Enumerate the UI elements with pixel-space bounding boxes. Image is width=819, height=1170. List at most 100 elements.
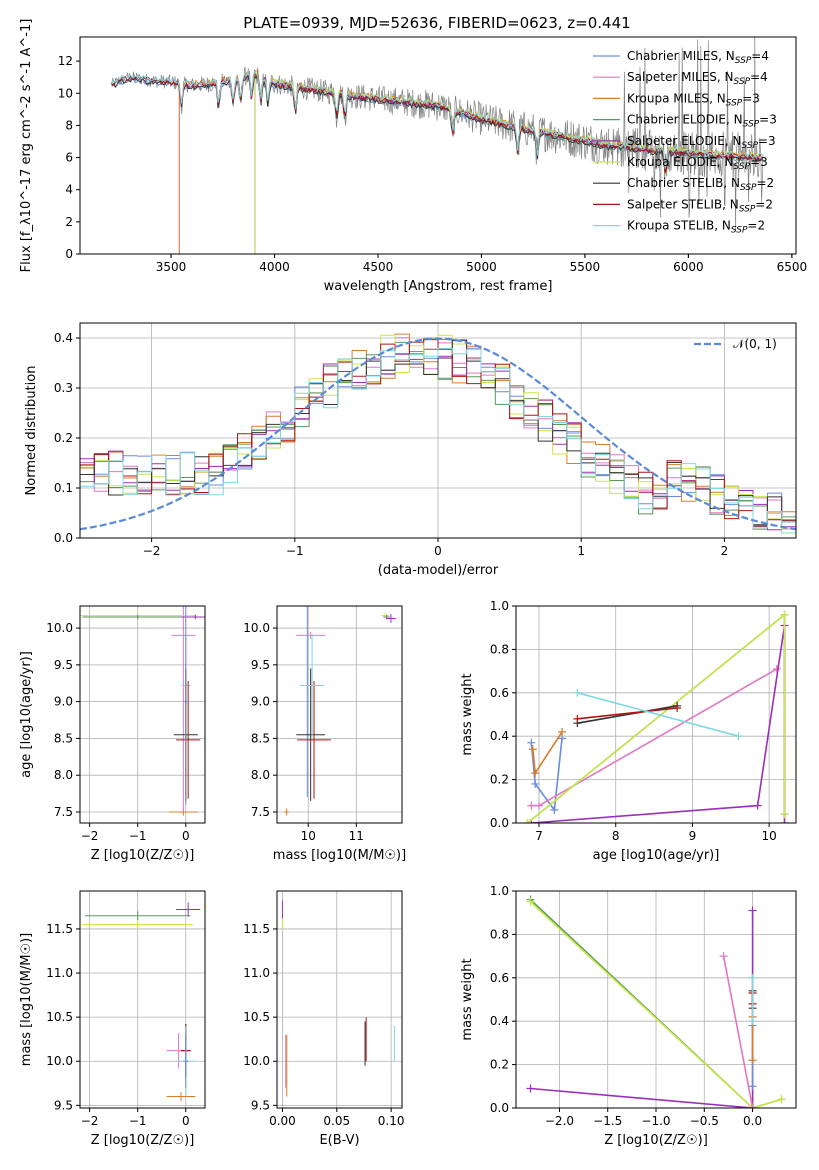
legend-n-value: =3 (742, 91, 760, 105)
mass-weight-marker (573, 714, 582, 723)
legend-subscript: SSP (734, 77, 751, 87)
mass-weight-marker (531, 779, 540, 788)
age_vs_Z-plot-area (80, 606, 205, 816)
legend-subscript: SSP (740, 183, 757, 193)
legend-label: Chabrier STELIB, NSSP=2 (627, 176, 774, 193)
mass-weight-marker (753, 801, 762, 810)
mass-weight-marker (526, 897, 535, 906)
y-tick-label: 4 (65, 183, 73, 197)
x-tick-label: 5500 (570, 260, 601, 274)
y-tick-label: 10.5 (46, 1010, 73, 1024)
x-tick-label: −2 (81, 829, 99, 843)
x-axis-label: age [log10(age/yr)] (593, 848, 720, 863)
legend-n-value: =2 (747, 219, 765, 233)
x-tick-label: 6500 (777, 260, 808, 274)
y-tick-label: 10 (58, 86, 73, 100)
mass-weight-line (530, 738, 563, 813)
x-tick-label: 7 (535, 829, 543, 843)
y-tick-label: 0.8 (490, 927, 509, 941)
age_vs_mass-axes: 10 11 7.5 8.0 8.5 9.0 9.5 10.0 mass [log10(M/M☉)… (243, 605, 406, 863)
x-axis-label: mass [log10(M/M☉)] (273, 848, 406, 863)
y-tick-label: 11.0 (46, 966, 73, 980)
x-tick-label: −2 (143, 544, 161, 558)
legend-series-name: Chabrier STELIB (627, 176, 723, 190)
mass-weight-line (531, 625, 786, 823)
mass-weight-marker (748, 1056, 757, 1065)
axes-frame (79, 890, 206, 1109)
spectrum-axes: 3500 4000 4500 5000 5500 6000 6500 0 2 4 6 8 10 12 wav… (19, 19, 807, 294)
x-tick-label: 11 (349, 829, 364, 843)
legend-subscript: SSP (743, 120, 760, 130)
mass-weight-line (577, 692, 739, 737)
massweight_vs_Z-axes: −2.0 −1.5 −1.0 −0.5 0.0 0.0 0.2 0.4 0.6 0.8 1.0 Z [… (460, 884, 797, 1148)
y-tick-label: 0.2 (54, 431, 73, 445)
y-tick-label: 10.0 (243, 621, 270, 635)
y-tick-label: 0.0 (54, 531, 73, 545)
age_vs_Z-axes: −2 −1 0 7.5 8.0 8.5 9.0 9.5 10.0 Z [log10(Z/Z☉)] a… (19, 605, 206, 863)
mass-weight-line (529, 901, 782, 1108)
y-tick-label: 0.1 (54, 481, 73, 495)
x-tick-label: 4000 (259, 260, 290, 274)
x-tick-label: 1 (577, 544, 585, 558)
mass_vs_ebv-plot-area (281, 900, 395, 1097)
model-spectrum-line (111, 70, 763, 170)
mass-weight-marker (777, 1095, 786, 1104)
figure-title: PLATE=0939, MJD=52636, FIBERID=0623, z=0… (243, 14, 630, 32)
mass-weight-marker (527, 801, 536, 810)
mass-weight-marker (780, 819, 789, 823)
x-tick-label: 0 (434, 544, 442, 558)
legend-label: Kroupa STELIB, NSSP=2 (627, 219, 765, 236)
axes-frame (79, 605, 206, 824)
legend-n-label: , N (717, 155, 734, 169)
mass_vs_Z-axes: −2 −1 0 9.5 10.0 10.5 11.0 11.5 Z [log10(Z/Z☉)] m… (19, 890, 206, 1148)
axes-frame (515, 890, 797, 1109)
y-tick-label: 0.0 (490, 1101, 509, 1115)
legend-n-label: , N (718, 49, 735, 63)
mass-weight-marker (780, 810, 789, 819)
mass-weight-marker (748, 1017, 757, 1026)
legend-label: Chabrier ELODIE, NSSP=3 (627, 113, 777, 130)
axes-frame (515, 605, 797, 824)
mass_vs_ebv-axes: 0.00 0.05 0.10 9.5 10.0 10.5 11.0 11.5 E(B-V) (243, 890, 404, 1148)
x-tick-label: −1.0 (641, 1114, 670, 1128)
mass-weight-marker (550, 805, 559, 814)
y-tick-label: 0.6 (490, 686, 509, 700)
y-tick-label: 11.5 (46, 922, 73, 936)
legend-subscript: SSP (741, 141, 758, 151)
y-tick-label: 7.5 (54, 805, 73, 819)
legend-subscript: SSP (739, 204, 756, 214)
spectrum-plot-area (110, 37, 764, 254)
x-axis-label: E(B-V) (319, 1133, 359, 1148)
y-tick-label: 8.0 (54, 768, 73, 782)
legend-subscript: SSP (734, 162, 751, 172)
legend-series-name: Kroupa MILES (627, 91, 709, 105)
y-tick-label: 2 (65, 215, 73, 229)
mass-weight-marker (780, 610, 789, 619)
x-tick-label: −1 (286, 544, 304, 558)
mass-weight-marker (528, 745, 537, 754)
legend-subscript: SSP (726, 98, 743, 108)
y-tick-label: 0.8 (490, 642, 509, 656)
mass-weight-marker (531, 769, 540, 778)
x-tick-label: −0.5 (690, 1114, 719, 1128)
y-axis-label: Flux [f_λ10^-17 erg cm^-2 s^-1 A^-1] (19, 19, 34, 273)
y-tick-label: 0.0 (490, 816, 509, 830)
x-tick-label: 6000 (673, 260, 704, 274)
legend-n-value: =4 (750, 70, 768, 84)
age_vs_mass-plot-area (284, 606, 396, 816)
legend-series-name: Salpeter ELODIE (627, 134, 725, 148)
y-tick-label: 9.0 (54, 695, 73, 709)
x-tick-label: 10 (301, 829, 316, 843)
x-tick-label: −1 (129, 829, 147, 843)
x-axis-label: (data-model)/error (378, 563, 499, 578)
x-tick-label: 5000 (466, 260, 497, 274)
axes-frame (79, 36, 797, 255)
legend-label: Chabrier MILES, NSSP=4 (627, 49, 769, 66)
mass-weight-marker (748, 973, 757, 982)
mass-weight-marker (535, 801, 544, 810)
mass-weight-line (577, 705, 678, 724)
normal-distribution-curve (80, 337, 796, 531)
y-tick-label: 11.5 (243, 922, 270, 936)
legend-n-label: , N (726, 113, 743, 127)
